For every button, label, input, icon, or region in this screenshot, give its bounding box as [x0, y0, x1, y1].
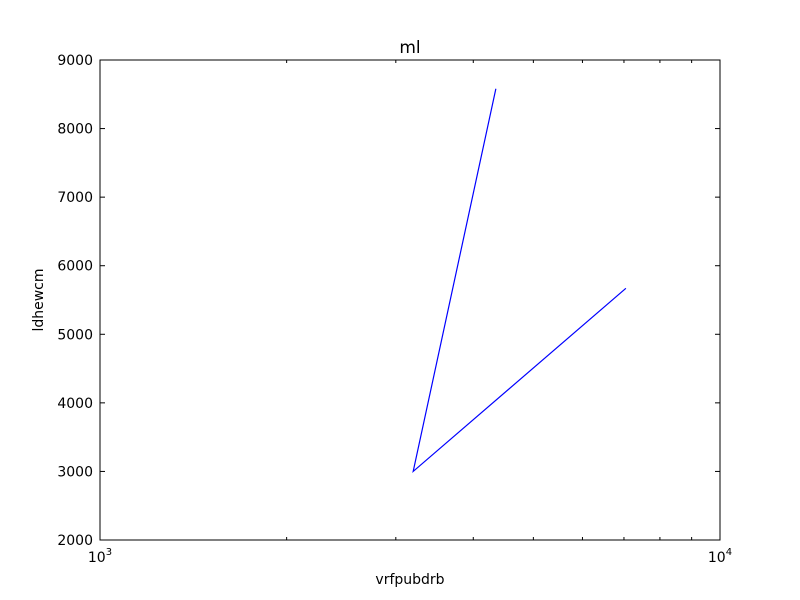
y-tick-label: 5000: [57, 327, 93, 343]
x-tick-label: 103: [88, 547, 112, 566]
y-axis-label: ldhewcm: [31, 268, 47, 331]
plot-area: 2000 3000 4000 5000 6000 7000 8000 9000 103 104: [57, 53, 732, 566]
y-tick-label: 7000: [57, 190, 93, 206]
y-tick-label: 4000: [57, 396, 93, 412]
y-tick-label: 3000: [57, 464, 93, 480]
series-line-0: [412, 88, 627, 474]
y-tick-label: 2000: [57, 533, 93, 549]
y-tick-label: 8000: [57, 122, 93, 138]
x-tick-label: 104: [708, 547, 732, 566]
y-tick-label: 9000: [57, 53, 93, 69]
plot-frame: [99, 59, 721, 541]
x-axis-label: vrfpubdrb: [375, 572, 444, 588]
chart-title: ml: [399, 38, 420, 58]
y-tick-label: 6000: [57, 259, 93, 275]
